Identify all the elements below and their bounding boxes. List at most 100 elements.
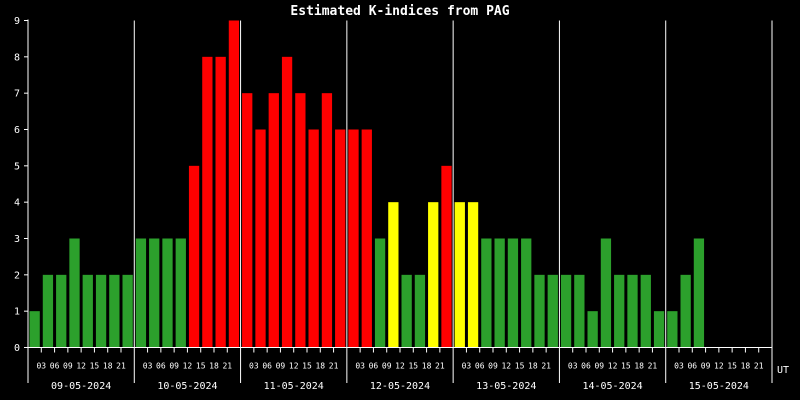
hour-tick-label: 21	[222, 362, 232, 371]
hour-tick-label: 06	[581, 362, 591, 371]
hour-tick-label: 06	[687, 362, 697, 371]
hour-tick-label: 15	[727, 362, 737, 371]
hour-tick-label: 03	[249, 362, 259, 371]
hour-tick-label: 21	[541, 362, 551, 371]
hour-tick-label: 15	[408, 362, 418, 371]
bar-10-05-2024-3	[175, 238, 186, 348]
chart-title: Estimated K-indices from PAG	[290, 4, 509, 19]
bar-13-05-2024-5	[521, 238, 532, 348]
bar-13-05-2024-3	[494, 238, 505, 348]
bar-10-05-2024-5	[202, 56, 213, 348]
bar-11-05-2024-1	[255, 129, 266, 348]
bar-10-05-2024-6	[215, 56, 226, 348]
hour-tick-label: 03	[36, 362, 46, 371]
bar-14-05-2024-0	[560, 274, 572, 348]
hour-tick-label: 09	[63, 362, 73, 371]
bar-09-05-2024-1	[42, 274, 54, 348]
y-tick-label: 3	[14, 234, 20, 245]
hour-tick-label: 03	[568, 362, 578, 371]
y-tick-label: 7	[14, 89, 20, 100]
bars-group	[29, 20, 705, 348]
hour-tick-label: 12	[714, 362, 724, 371]
bar-11-05-2024-3	[281, 56, 293, 348]
bar-09-05-2024-7	[122, 274, 133, 348]
hour-tick-label: 06	[369, 362, 379, 371]
y-tick-label: 9	[14, 16, 20, 27]
date-label: 09-05-2024	[51, 381, 111, 392]
hour-tick-label: 15	[302, 362, 312, 371]
bar-14-05-2024-6	[640, 274, 651, 348]
bar-13-05-2024-2	[481, 238, 492, 348]
x-unit-label: UT	[777, 365, 789, 376]
hour-tick-label: 21	[648, 362, 658, 371]
bar-09-05-2024-2	[56, 274, 67, 348]
bar-12-05-2024-1	[361, 129, 372, 348]
hour-tick-label: 03	[674, 362, 684, 371]
hour-tick-label: 06	[50, 362, 60, 371]
bar-15-05-2024-2	[693, 238, 705, 348]
bar-13-05-2024-6	[534, 274, 545, 348]
bar-09-05-2024-4	[82, 274, 93, 348]
bar-10-05-2024-7	[228, 20, 240, 348]
bar-14-05-2024-1	[574, 274, 585, 348]
hour-tick-label: 12	[608, 362, 618, 371]
hour-tick-label: 03	[355, 362, 365, 371]
bar-10-05-2024-4	[188, 165, 200, 348]
bar-14-05-2024-7	[653, 311, 665, 348]
hour-tick-label: 21	[329, 362, 339, 371]
bar-09-05-2024-6	[109, 274, 120, 348]
bar-10-05-2024-1	[149, 238, 160, 348]
bar-15-05-2024-0	[667, 311, 678, 348]
bar-09-05-2024-0	[29, 311, 40, 348]
bar-13-05-2024-1	[467, 202, 479, 348]
hour-tick-label: 12	[289, 362, 299, 371]
bar-11-05-2024-7	[335, 129, 346, 348]
bar-14-05-2024-5	[627, 274, 638, 348]
bar-13-05-2024-4	[507, 238, 519, 348]
bar-12-05-2024-6	[428, 202, 439, 348]
hour-tick-label: 09	[276, 362, 286, 371]
hour-tick-label: 15	[196, 362, 206, 371]
date-label: 11-05-2024	[264, 381, 324, 392]
y-tick-label: 5	[14, 161, 20, 172]
bar-12-05-2024-2	[374, 238, 386, 348]
bar-13-05-2024-0	[454, 202, 465, 348]
bar-11-05-2024-6	[321, 93, 333, 348]
bar-14-05-2024-3	[600, 238, 612, 348]
bar-12-05-2024-3	[388, 202, 399, 348]
bar-14-05-2024-4	[614, 274, 625, 348]
hour-tick-label: 06	[262, 362, 272, 371]
y-tick-label: 8	[14, 52, 20, 63]
hour-tick-label: 06	[475, 362, 485, 371]
bar-12-05-2024-7	[441, 165, 452, 348]
y-tick-label: 2	[14, 270, 20, 281]
bar-12-05-2024-4	[401, 274, 412, 348]
bar-11-05-2024-5	[308, 129, 319, 348]
bar-10-05-2024-0	[135, 238, 147, 348]
hour-tick-label: 15	[90, 362, 100, 371]
hour-tick-label: 12	[395, 362, 405, 371]
hour-tick-label: 18	[209, 362, 219, 371]
bar-14-05-2024-2	[587, 311, 598, 348]
bar-11-05-2024-4	[295, 93, 306, 348]
hour-tick-label: 18	[103, 362, 113, 371]
hour-tick-label: 09	[382, 362, 392, 371]
bar-13-05-2024-7	[547, 274, 558, 348]
date-label: 15-05-2024	[689, 381, 749, 392]
date-label: 13-05-2024	[476, 381, 536, 392]
hour-tick-label: 21	[435, 362, 445, 371]
hour-tick-label: 18	[634, 362, 644, 371]
bar-12-05-2024-0	[348, 129, 359, 348]
hour-tick-label: 09	[701, 362, 711, 371]
axes-group	[24, 19, 773, 383]
bar-09-05-2024-5	[95, 274, 107, 348]
bar-12-05-2024-5	[414, 274, 426, 348]
y-tick-label: 0	[14, 343, 20, 354]
hour-tick-label: 12	[501, 362, 511, 371]
bar-10-05-2024-2	[162, 238, 173, 348]
hour-tick-label: 15	[515, 362, 525, 371]
hour-tick-label: 18	[422, 362, 432, 371]
y-tick-label: 6	[14, 125, 20, 136]
